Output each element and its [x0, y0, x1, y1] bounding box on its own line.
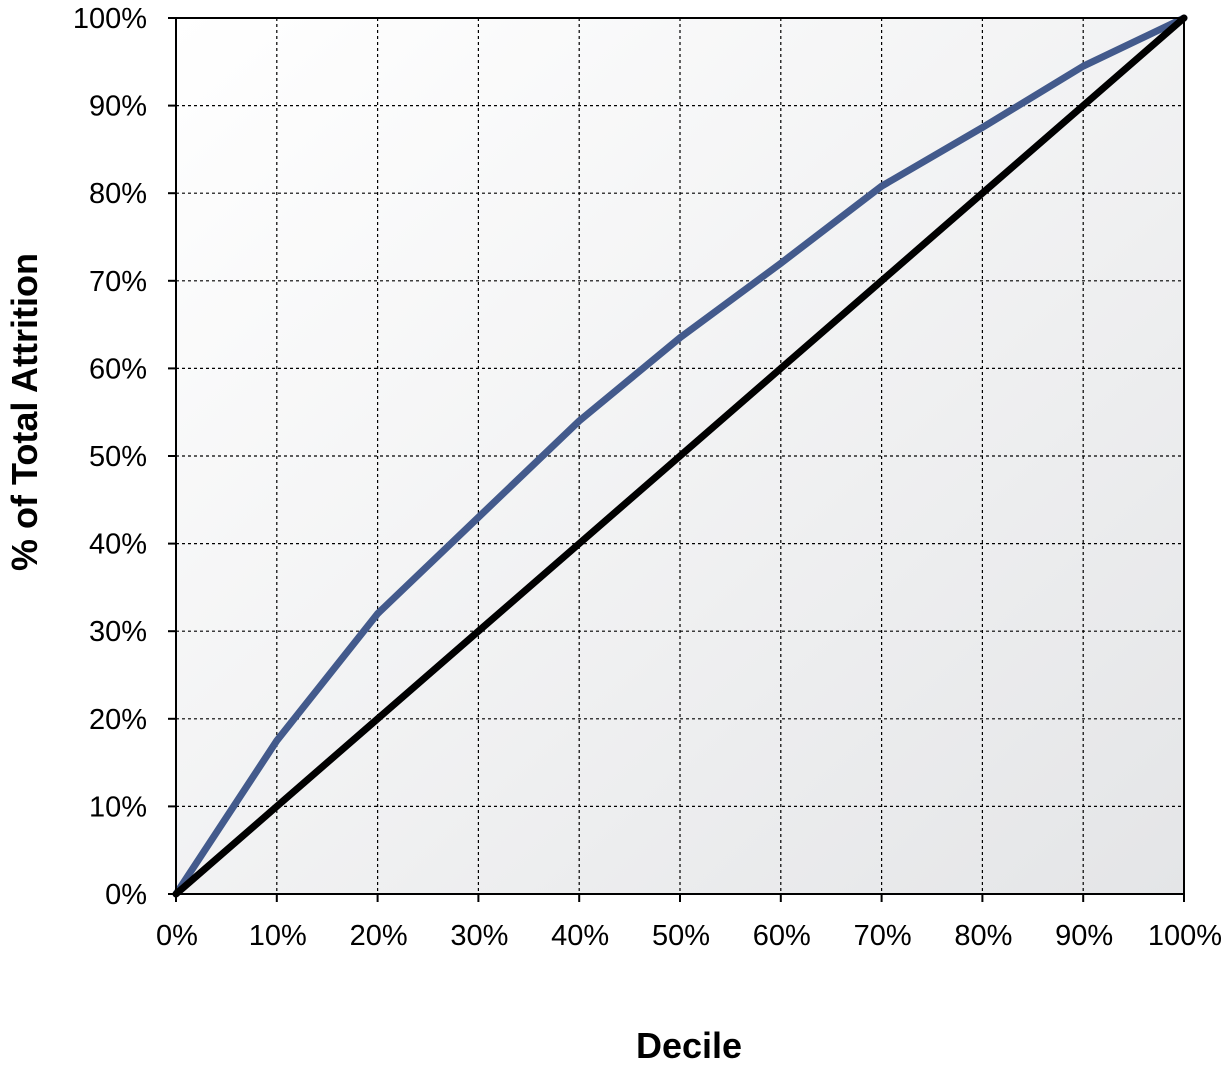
x-tick-label: 20% — [350, 920, 408, 952]
x-tick-label: 0% — [156, 920, 198, 952]
y-tick-label: 0% — [105, 879, 147, 911]
x-tick-label: 80% — [954, 920, 1012, 952]
x-tick-label: 90% — [1055, 920, 1113, 952]
y-tick-label: 30% — [89, 616, 147, 648]
y-tick-label: 50% — [89, 441, 147, 473]
x-tick-label: 70% — [854, 920, 912, 952]
x-tick-label: 40% — [551, 920, 609, 952]
x-tick-label: 50% — [652, 920, 710, 952]
x-tick-label: 60% — [753, 920, 811, 952]
y-tick-label: 90% — [89, 91, 147, 123]
baseline-diagonal-line — [172, 14, 1188, 898]
model-gains-line — [172, 14, 1188, 898]
y-tick-label: 60% — [89, 353, 147, 385]
y-tick-label: 70% — [89, 266, 147, 298]
y-tick-label: 100% — [73, 3, 147, 35]
series-layer — [172, 14, 1188, 898]
x-tick-label: 30% — [450, 920, 508, 952]
y-axis-ticks: 0% 10% 20% 30% 40% 50% 60% 70% 80% 90% 100% — [73, 3, 176, 911]
y-tick-label: 80% — [89, 178, 147, 210]
y-tick-label: 10% — [89, 791, 147, 823]
x-tick-label: 100% — [1148, 920, 1222, 952]
x-axis-ticks: 0% 10% 20% 30% 40% 50% 60% 70% 80% 90% 100% — [156, 894, 1222, 952]
y-axis-title: % of Total Attrition — [4, 253, 45, 571]
y-tick-label: 20% — [89, 704, 147, 736]
x-tick-label: 10% — [249, 920, 307, 952]
x-axis-title: Decile — [636, 1025, 742, 1066]
y-tick-label: 40% — [89, 529, 147, 561]
